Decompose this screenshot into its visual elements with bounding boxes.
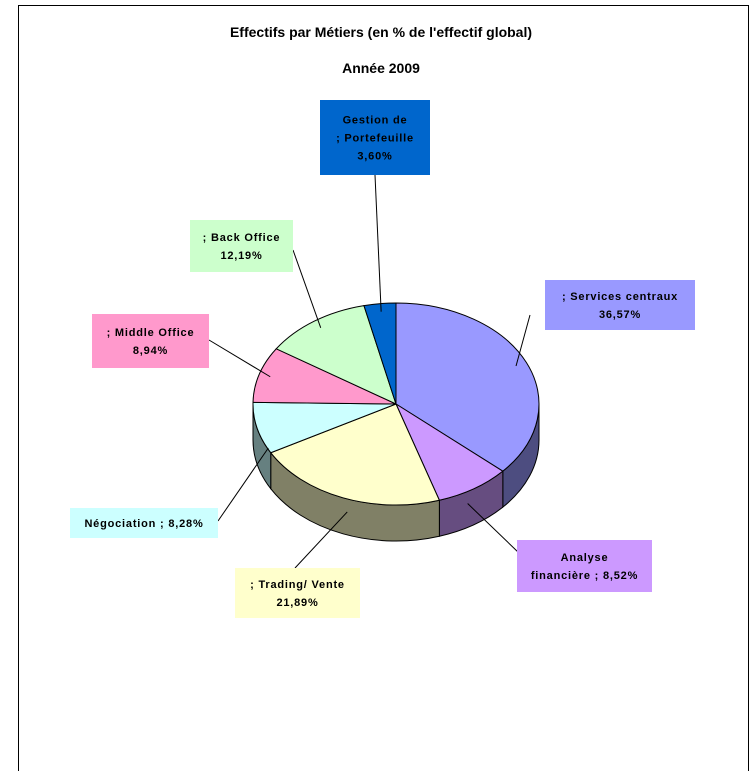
slice-label-text: Gestion de: [343, 115, 408, 127]
leader-line: [375, 175, 381, 312]
slice-label-text: 3,60%: [357, 151, 392, 163]
slice-label-text: ; Trading/ Vente: [250, 579, 345, 591]
slice-label-text: 21,89%: [276, 597, 318, 609]
slice-label-box: [517, 540, 652, 592]
slice-label-text: 36,57%: [599, 309, 641, 321]
slice-label-box: [545, 280, 695, 330]
slice-label: ; Services centraux 36,57%: [545, 280, 695, 330]
slice-label-text: ; Portefeuille: [336, 133, 414, 145]
slice-label-text: ; Services centraux: [562, 291, 678, 303]
slice-label-text: ; Back Office: [203, 232, 281, 244]
slice-label-text: financière ; 8,52%: [531, 570, 638, 582]
slice-label-box: [92, 314, 209, 368]
chart-title: Effectifs par Métiers (en % de l'effecti…: [230, 24, 532, 40]
slice-label-text: 8,94%: [133, 345, 168, 357]
leader-line: [209, 340, 270, 377]
chart-subtitle: Année 2009: [342, 60, 420, 76]
slice-label: ; Back Office 12,19%: [190, 220, 293, 272]
slice-label: ; Middle Office 8,94%: [92, 314, 209, 368]
slice-label-box: [190, 220, 293, 272]
slice-label-text: Négociation ; 8,28%: [84, 518, 203, 530]
leader-line: [293, 250, 321, 328]
slice-label: Analyse financière ; 8,52%: [517, 540, 652, 592]
slice-label-text: ; Middle Office: [107, 327, 195, 339]
slice-label: ; Trading/ Vente 21,89%: [235, 568, 360, 618]
slice-label-text: Analyse: [561, 552, 609, 564]
slice-label-box: [235, 568, 360, 618]
slice-label-text: 12,19%: [220, 250, 262, 262]
leader-line: [218, 448, 268, 521]
slice-label: Gestion de ; Portefeuille 3,60%: [320, 100, 430, 175]
slice-label: Négociation ; 8,28%: [70, 508, 218, 538]
